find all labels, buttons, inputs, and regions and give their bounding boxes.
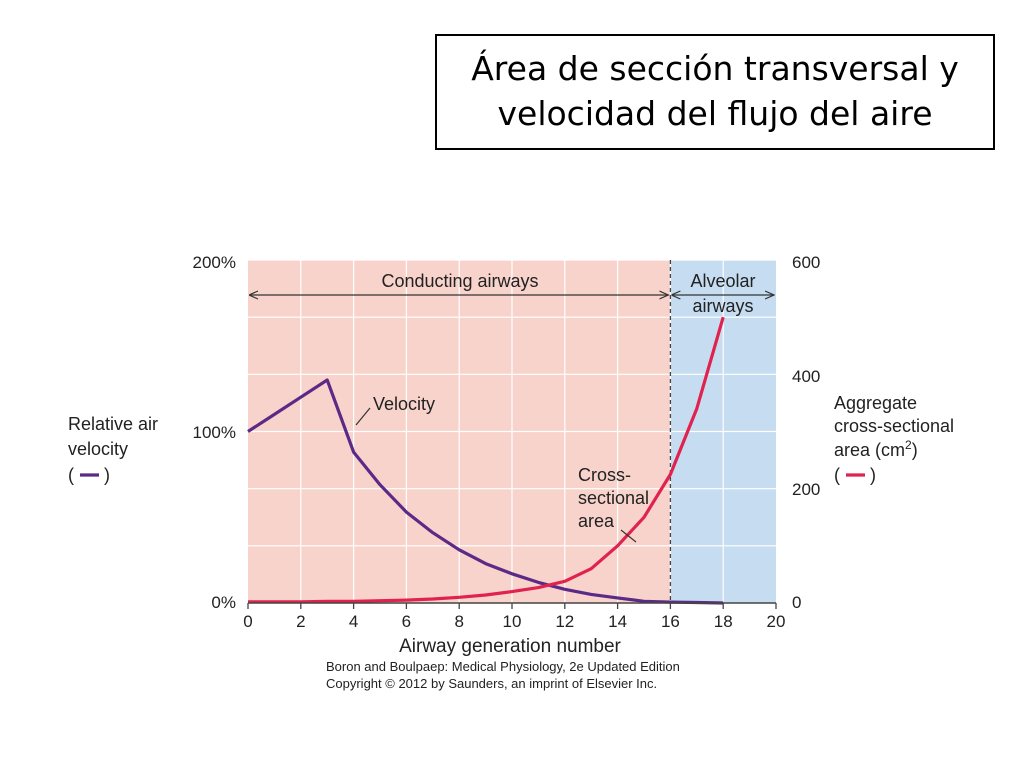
x-tick-label: 10 <box>503 612 522 631</box>
series-line-area <box>248 316 725 604</box>
y-right-tick-200: 200 <box>792 480 820 499</box>
y-right-legend-close-paren: ) <box>870 465 876 485</box>
y-left-label-line-1: Relative air <box>68 414 158 434</box>
source-line-1: Boron and Boulpaep: Medical Physiology, … <box>326 659 680 674</box>
region-label-conducting: Conducting airways <box>381 271 538 291</box>
x-tick-label: 2 <box>296 612 305 631</box>
y-right-axis-label: Aggregate cross-sectional area (cm2) ( ) <box>834 393 954 485</box>
y-right-legend-open-paren: ( <box>834 465 840 485</box>
x-tick-label: 14 <box>608 612 627 631</box>
region-label-alveolar-line-1: Alveolar <box>690 271 755 291</box>
annotation-area-line-1: Cross- <box>578 465 631 485</box>
grid-lines <box>248 259 776 603</box>
area-leader-line <box>620 529 637 543</box>
x-tick-label: 4 <box>349 612 358 631</box>
y-right-label-line-2: cross-sectional <box>834 416 954 436</box>
slide-title-line-2: velocidad del flujo del aire <box>497 94 933 133</box>
y-left-tick-0: 0% <box>211 593 236 612</box>
slide-title: Área de sección transversal y velocidad … <box>435 34 995 150</box>
annotation-velocity: Velocity <box>373 394 435 414</box>
x-tick-label: 12 <box>555 612 574 631</box>
x-tick-label: 8 <box>454 612 463 631</box>
y-left-tick-100: 100% <box>193 423 236 442</box>
velocity-leader-line <box>355 407 371 426</box>
region-label-alveolar-line-2: airways <box>692 296 753 316</box>
annotation-area-line-2: sectional <box>578 488 649 508</box>
slide-title-line-1: Área de sección transversal y <box>471 49 959 89</box>
y-right-label-line-3: area (cm2) <box>834 438 918 460</box>
y-left-legend-open-paren: ( <box>68 465 74 485</box>
x-axis-label: Airway generation number <box>399 636 621 657</box>
source-line-2: Copyright © 2012 by Saunders, an imprint… <box>326 676 657 691</box>
x-tick-label: 0 <box>243 612 252 631</box>
x-tick-label: 16 <box>661 612 680 631</box>
y-left-legend-close-paren: ) <box>104 465 110 485</box>
x-axis-ticks: 0 2 4 6 8 10 12 14 16 18 20 <box>243 603 785 631</box>
x-tick-label: 20 <box>767 612 786 631</box>
y-right-tick-400: 400 <box>792 367 820 386</box>
y-left-label-line-2: velocity <box>68 439 128 459</box>
y-right-tick-0: 0 <box>792 593 801 612</box>
x-tick-label: 18 <box>714 612 733 631</box>
x-tick-label: 6 <box>402 612 411 631</box>
y-left-tick-200: 200% <box>193 253 236 272</box>
annotation-area-line-3: area <box>578 511 615 531</box>
y-right-tick-600: 600 <box>792 253 820 272</box>
y-left-axis-label: Relative air velocity ( ) <box>68 414 158 485</box>
series-line-velocity <box>247 378 724 605</box>
y-right-label-line-1: Aggregate <box>834 393 917 413</box>
